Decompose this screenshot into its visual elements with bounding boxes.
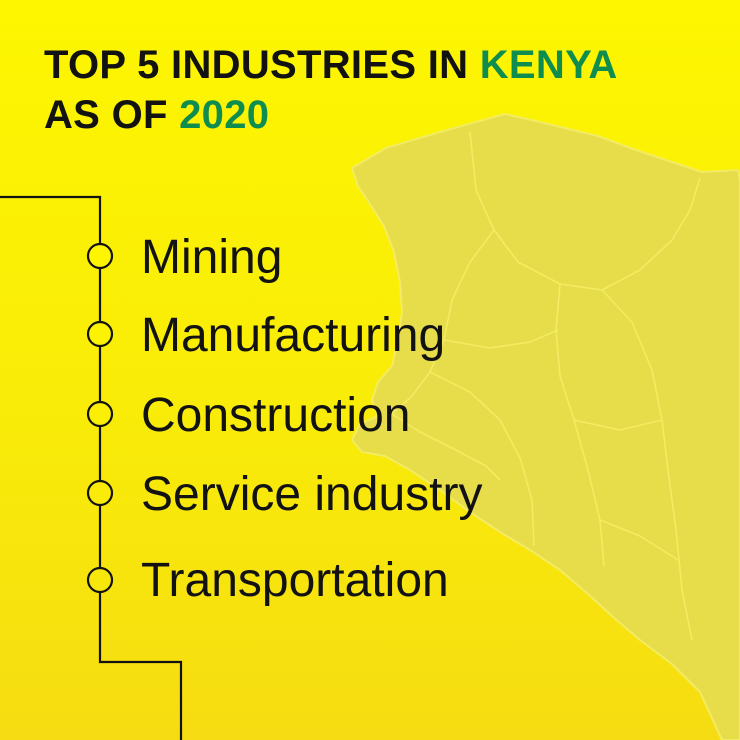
title-line1-text: TOP 5 INDUSTRIES IN <box>44 43 480 87</box>
industry-item-manufacturing: Manufacturing <box>141 309 446 362</box>
kenya-outline <box>351 113 740 740</box>
industry-item-transportation: Transportation <box>141 554 449 607</box>
industry-item-mining: Mining <box>141 231 283 284</box>
timeline-node-3 <box>86 400 114 428</box>
industry-item-construction: Construction <box>141 389 411 442</box>
timeline-node-5 <box>86 566 114 594</box>
timeline-node-4 <box>86 479 114 507</box>
page-title: TOP 5 INDUSTRIES IN KENYA AS OF 2020 <box>44 40 618 140</box>
industry-item-service-industry: Service industry <box>141 468 483 521</box>
title-country-highlight: KENYA <box>479 43 618 87</box>
title-year-highlight: 2020 <box>179 93 270 137</box>
timeline-line <box>0 195 183 740</box>
county-borders <box>391 131 701 641</box>
timeline-node-2 <box>86 320 114 348</box>
title-line2-text: AS OF <box>44 93 180 137</box>
timeline-node-1 <box>86 242 114 270</box>
